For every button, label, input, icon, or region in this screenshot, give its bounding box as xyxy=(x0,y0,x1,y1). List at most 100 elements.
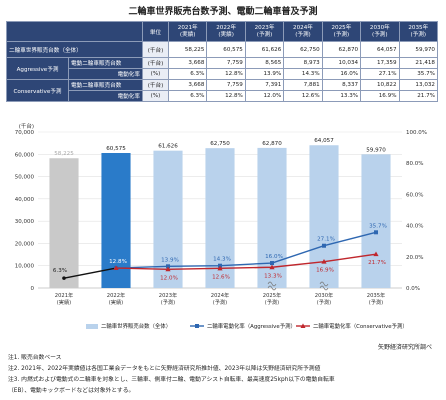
ev-sales-label: 電動二輪車販売台数 xyxy=(68,79,143,91)
series-point xyxy=(321,259,327,264)
table-corner xyxy=(6,21,143,42)
table-cell: 13.9% xyxy=(244,68,285,80)
note-2: 注2. 2021年、2022年実績値は各国工業会データをもとに矢野経済研究所推計… xyxy=(8,366,321,372)
unit-header: 単位 xyxy=(142,21,169,42)
table-header-row: 単位 2021年 (実績) 2022年 (実績) 2023年 (予測) 2024… xyxy=(6,21,439,42)
table-row-conservative-sales: Conservative予測 電動二輪車販売台数 (千台) 3,668 7,75… xyxy=(6,79,439,102)
aggressive-label: Aggressive予測 xyxy=(6,57,69,80)
rate-label: 13.9% xyxy=(161,257,179,263)
rate-label: 16.9% xyxy=(316,268,334,274)
unit-cell: (千台) xyxy=(142,79,169,91)
table-cell: 35.7% xyxy=(398,68,439,80)
series-point xyxy=(373,251,379,257)
table-cell: 58,225 xyxy=(167,41,208,58)
table-cell: 16.9% xyxy=(360,90,400,102)
bar-value-label: 62,870 xyxy=(262,141,282,147)
note-4: （EB）、電動キックボードなどは対象外とする。 xyxy=(8,388,135,394)
rate-label: 12.0% xyxy=(160,275,178,281)
axis-break-mark xyxy=(319,281,329,287)
table-cell: 59,970 xyxy=(398,41,439,58)
table-cell: 12.8% xyxy=(206,90,246,102)
x-tick-label: 2024年 xyxy=(211,291,229,299)
rate-label: 21.7% xyxy=(368,260,386,266)
series-line xyxy=(115,253,377,270)
axis-break-mark xyxy=(267,281,277,287)
actual-rate-line xyxy=(63,267,117,279)
table-cell: 6.3% xyxy=(167,68,208,80)
rate-label: 6.3% xyxy=(53,268,67,274)
series-point xyxy=(217,265,223,271)
table-cell: 3,668 xyxy=(167,79,208,91)
rate-label: 13.3% xyxy=(264,273,282,279)
combo-chart: 0 10,000 20,000 30,000 40,000 50,000 60,000 70,… xyxy=(15,122,427,330)
series-point xyxy=(113,265,119,271)
table-cell: 12.0% xyxy=(244,90,285,102)
rate-label: 12.6% xyxy=(212,274,230,280)
y-tick-label-left: 60,000 xyxy=(15,152,35,158)
y-tick-label-right: 40.0% xyxy=(406,224,423,230)
table-cell: 10,822 xyxy=(360,79,400,91)
y-tick-label-right: 60.0% xyxy=(406,192,423,198)
rate-label: 35.7% xyxy=(369,223,387,229)
ev-sales-label: 電動二輪車販売台数 xyxy=(68,57,143,69)
rate-label: 27.1% xyxy=(317,237,335,243)
unit-cell: (%) xyxy=(142,90,169,102)
y-tick-label-right: 0.0% xyxy=(406,286,420,292)
conservative-label: Conservative予測 xyxy=(6,79,69,102)
chart-bar xyxy=(49,158,79,288)
table-cell: 8,565 xyxy=(244,57,285,69)
x-tick-label: 2030年 xyxy=(315,291,333,299)
table-cell: 7,759 xyxy=(206,57,246,69)
x-tick-label: (実績) xyxy=(57,298,71,306)
legend-swatch-marker xyxy=(195,324,199,328)
table-cell: 21.7% xyxy=(398,90,439,102)
table-row-aggressive-rate: 電動化率 (%) 6.3% 12.8% 13.9% 14.3% 16.0% 27… xyxy=(7,68,439,80)
year-header: 2022年 (実績) xyxy=(206,21,246,42)
table-row-aggressive-sales: Aggressive予測 電動二輪車販売台数 (千台) 3,668 7,759 … xyxy=(6,57,439,80)
bar-value-label: 58,225 xyxy=(54,151,74,157)
table-cell: 64,057 xyxy=(360,41,400,58)
table-cell: 12.6% xyxy=(283,90,323,102)
rate-label: 12.8% xyxy=(109,259,127,265)
series-point xyxy=(374,230,378,235)
chart-bar xyxy=(361,154,391,288)
x-tick-label: 2023年 xyxy=(159,291,177,299)
ev-rate-label: 電動化率 xyxy=(68,90,143,102)
y-tick-label-left: 0 xyxy=(31,286,35,292)
series-point xyxy=(166,264,170,269)
x-tick-label: 2022年 xyxy=(107,291,125,299)
y-tick-label-left: 10,000 xyxy=(15,264,35,270)
x-tick-label: (実績) xyxy=(109,298,123,306)
table-cell: 7,391 xyxy=(244,79,285,91)
legend-label: 二輪車電動化率（Conservative予測） xyxy=(313,322,408,330)
table-cell: 3,668 xyxy=(167,57,208,69)
year-header: 2021年 (実績) xyxy=(167,21,208,42)
series-point xyxy=(218,263,222,268)
bar-value-label: 61,626 xyxy=(158,144,178,150)
table-cell: 61,626 xyxy=(244,41,285,58)
table-cell: 60,575 xyxy=(206,41,246,58)
table-cell: 16.0% xyxy=(321,68,362,80)
table-cell: 8,337 xyxy=(321,79,362,91)
series-point xyxy=(165,266,171,272)
table-cell: 14.3% xyxy=(283,68,323,80)
chart-bar xyxy=(309,145,339,288)
series-point xyxy=(270,261,274,266)
table-cell: 13.3% xyxy=(321,90,362,102)
rate-label: 14.3% xyxy=(213,257,231,263)
bar-value-label: 62,750 xyxy=(210,141,230,147)
table-cell: 8,973 xyxy=(283,57,323,69)
year-header: 2035年 (予測) xyxy=(398,21,439,42)
table-cell: 62,750 xyxy=(283,41,323,58)
ev-rate-label: 電動化率 xyxy=(68,68,143,80)
table-cell: 17,359 xyxy=(360,57,400,69)
total-label: 二輪車世界販売台数（全体） xyxy=(6,41,143,58)
legend-label: 二輪車電動化率（Aggressive予測） xyxy=(207,322,296,330)
y-tick-label-left: 20,000 xyxy=(15,241,35,247)
x-tick-label: 2035年 xyxy=(367,291,385,299)
y-tick-label-left: 30,000 xyxy=(15,219,35,225)
note-3: 注3. 内燃式および電動式の二輪車を対象とし、三輪車、側車付二輪、電動アシスト自… xyxy=(8,377,335,383)
table-cell: 13,032 xyxy=(398,79,439,91)
table-cell: 12.8% xyxy=(206,68,246,80)
x-tick-label: (予測) xyxy=(213,298,227,306)
